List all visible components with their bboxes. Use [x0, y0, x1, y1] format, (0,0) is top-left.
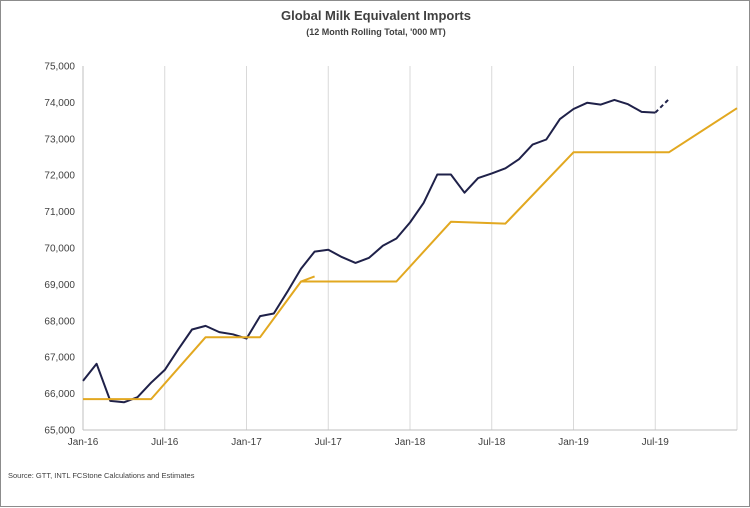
axes	[82, 66, 737, 431]
x-tick-labels: Jan-16 Jul-16 Jan-17 Jul-17 Jan-18 Jul-18 Jan-…	[68, 437, 670, 448]
source-note: Source: GTT, INTL FCStone Calculations a…	[8, 471, 195, 480]
x-tick-label: Jul-18	[478, 437, 506, 448]
y-tick-label: 69,000	[44, 280, 75, 291]
y-tick-label: 74,000	[44, 98, 75, 109]
y-tick-label: 66,000	[44, 389, 75, 400]
x-tick-label: Jul-19	[642, 437, 670, 448]
y-tick-label: 65,000	[44, 426, 75, 437]
series-line-4	[300, 275, 315, 283]
series-line-3	[83, 107, 738, 401]
x-tick-label: Jan-18	[395, 437, 426, 448]
x-tick-label: Jul-16	[151, 437, 179, 448]
y-tick-label: 67,000	[44, 353, 75, 364]
chart-subtitle: (12 Month Rolling Total, '000 MT)	[306, 27, 445, 37]
x-tick-label: Jan-16	[68, 437, 99, 448]
y-tick-label: 70,000	[44, 244, 75, 255]
x-tick-label: Jul-17	[315, 437, 343, 448]
series-lines	[82, 98, 738, 404]
y-tick-label: 71,000	[44, 207, 75, 218]
series-line-1	[82, 98, 656, 404]
chart-title: Global Milk Equivalent Imports	[281, 8, 471, 23]
y-tick-label: 68,000	[44, 316, 75, 327]
series-line-2	[654, 98, 670, 114]
y-tick-label: 72,000	[44, 171, 75, 182]
grid-lines	[82, 66, 738, 430]
x-tick-label: Jan-17	[231, 437, 262, 448]
y-tick-labels: 65,000 66,000 67,000 68,000 69,000 70,000 71,0…	[44, 62, 75, 437]
y-tick-label: 73,000	[44, 134, 75, 145]
y-tick-label: 75,000	[44, 62, 75, 73]
x-tick-label: Jan-19	[558, 437, 589, 448]
